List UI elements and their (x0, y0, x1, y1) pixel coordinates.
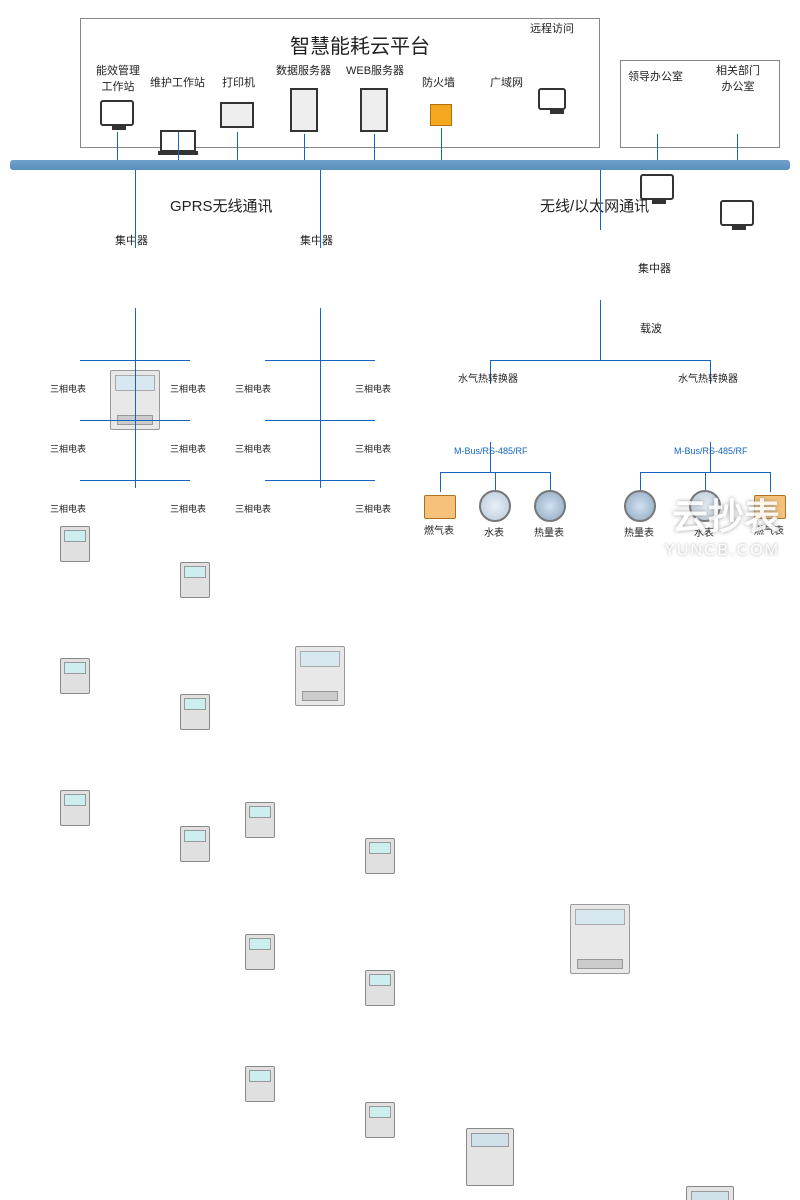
heat-meter-icon (534, 490, 566, 522)
converter-left (466, 1128, 514, 1186)
meter-label: 三相电表 (235, 382, 271, 395)
carrier-label: 载波 (640, 320, 662, 336)
meter (180, 562, 210, 598)
meter-label: 三相电表 (355, 442, 391, 455)
meter (365, 1102, 395, 1138)
meter-label: 三相电表 (50, 442, 86, 455)
meter (365, 838, 395, 874)
water-meter-icon (479, 490, 511, 522)
meter (60, 790, 90, 826)
meter-label: 三相电表 (355, 502, 391, 515)
meter-label: 三相电表 (170, 382, 206, 395)
workstation-label: 能效管理工作站 (88, 62, 148, 94)
gprs-section-title: GPRS无线通讯 (170, 195, 273, 216)
meter (245, 802, 275, 838)
water-meter-icon-2 (689, 490, 721, 522)
gas-meter-label-2: 燃气表 (754, 522, 784, 537)
meter (60, 658, 90, 694)
meter (180, 694, 210, 730)
web-server-label: WEB服务器 (346, 62, 404, 78)
maint-station-label: 维护工作站 (150, 74, 205, 90)
meter-label: 三相电表 (170, 442, 206, 455)
concentrator-2-label: 集中器 (300, 232, 333, 248)
data-server-label: 数据服务器 (276, 62, 331, 78)
firewall-icon (430, 104, 452, 126)
concentrator-2 (295, 646, 345, 706)
water-meter-label-2: 水表 (694, 524, 714, 539)
printer-label: 打印机 (222, 74, 255, 90)
concentrator-1-label: 集中器 (115, 232, 148, 248)
ethernet-section-title: 无线/以太网通讯 (540, 195, 649, 216)
heat-meter-label: 热量表 (534, 524, 564, 539)
water-meter-label: 水表 (484, 524, 504, 539)
gas-meter-icon-2 (754, 495, 786, 519)
meter-label: 三相电表 (170, 502, 206, 515)
dept-office-icon (720, 200, 754, 226)
meter-label: 三相电表 (235, 502, 271, 515)
concentrator-3-label: 集中器 (638, 260, 671, 276)
meter-label: 三相电表 (50, 382, 86, 395)
leader-office-label: 领导办公室 (628, 68, 683, 84)
remote-label: 远程访问 (530, 20, 574, 36)
heat-meter-icon-2 (624, 490, 656, 522)
gas-meter-label: 燃气表 (424, 522, 454, 537)
meter-label: 三相电表 (235, 442, 271, 455)
watermark-sub: YUNCB.COM (664, 542, 780, 560)
gas-meter-icon (424, 495, 456, 519)
network-bus (10, 160, 790, 170)
remote-icon (538, 88, 566, 110)
meter (245, 1066, 275, 1102)
meter (365, 970, 395, 1006)
printer-icon (220, 102, 254, 128)
dept-office-label: 相关部门办公室 (708, 62, 768, 94)
meter-label: 三相电表 (50, 502, 86, 515)
meter (245, 934, 275, 970)
data-server-icon (290, 88, 318, 132)
meter (180, 826, 210, 862)
converter-left-label: 水气热转换器 (458, 370, 518, 385)
web-server-icon (360, 88, 388, 132)
converter-right (686, 1186, 734, 1200)
heat-meter-label-2: 热量表 (624, 524, 654, 539)
meter-label: 三相电表 (355, 382, 391, 395)
concentrator-3 (570, 904, 630, 974)
meter (60, 526, 90, 562)
converter-right-label: 水气热转换器 (678, 370, 738, 385)
workstation-icon (100, 100, 134, 126)
wan-label: 广域网 (490, 74, 523, 90)
firewall-label: 防火墙 (422, 74, 455, 90)
